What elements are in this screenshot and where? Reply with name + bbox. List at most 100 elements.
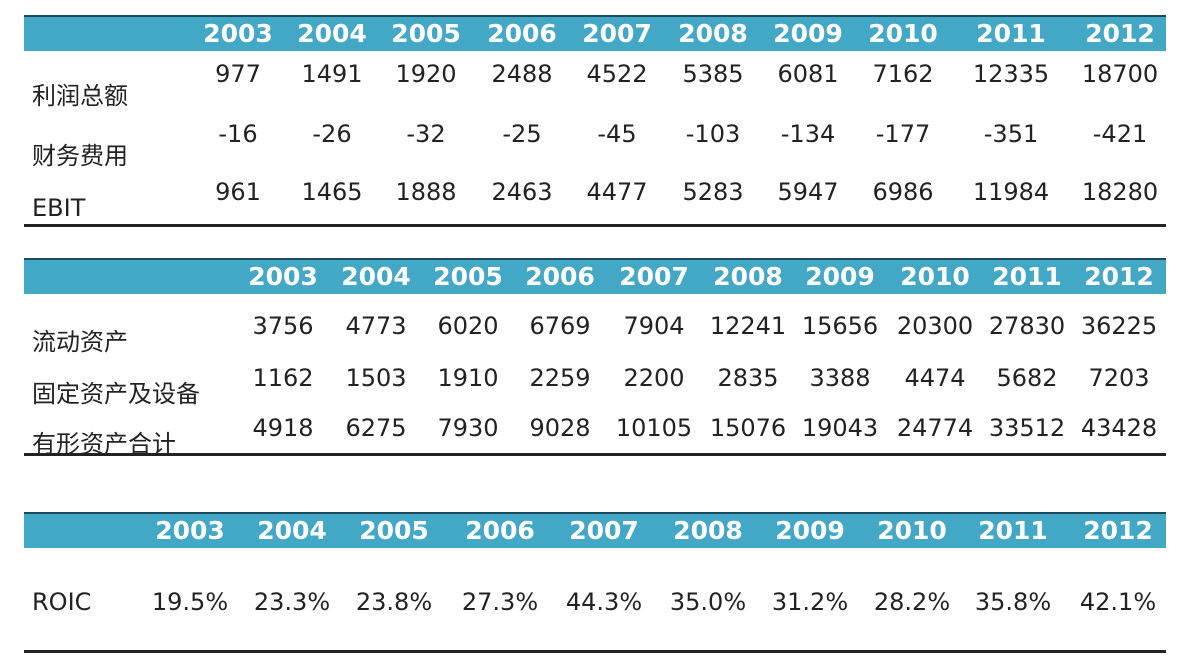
row-label: 利润总额 bbox=[32, 82, 128, 110]
year-header: 2009 bbox=[773, 19, 843, 48]
year-header: 2005 bbox=[359, 516, 429, 545]
table-cell: 6275 bbox=[345, 414, 407, 442]
table-cell: 28.2% bbox=[873, 588, 951, 616]
row-label: ROIC bbox=[32, 588, 92, 616]
table-cell: 1491 bbox=[301, 60, 363, 88]
row-label: 固定资产及设备 bbox=[32, 380, 200, 408]
table-cell: 1910 bbox=[437, 364, 499, 392]
year-header: 2005 bbox=[391, 19, 461, 48]
table-cell: 1162 bbox=[252, 364, 314, 392]
table-cell: 27.3% bbox=[461, 588, 539, 616]
year-header: 2006 bbox=[487, 19, 557, 48]
table-bottom-rule bbox=[24, 650, 1166, 653]
table-cell: 977 bbox=[215, 60, 261, 88]
table-cell: 5385 bbox=[682, 60, 744, 88]
row-label: 财务费用 bbox=[32, 142, 128, 170]
table-cell: 7930 bbox=[437, 414, 499, 442]
row-label: EBIT bbox=[32, 194, 86, 222]
year-header: 2009 bbox=[775, 516, 845, 545]
year-header: 2010 bbox=[868, 19, 938, 48]
table-cell: -134 bbox=[780, 120, 836, 148]
row-label: 流动资产 bbox=[32, 328, 128, 356]
table-cell: 10105 bbox=[615, 414, 693, 442]
table-cell: 4474 bbox=[904, 364, 966, 392]
table-cell: 2200 bbox=[623, 364, 685, 392]
table-cell: 961 bbox=[215, 178, 261, 206]
table-cell: 1920 bbox=[395, 60, 457, 88]
table-cell: 35.8% bbox=[974, 588, 1052, 616]
table-cell: 11984 bbox=[972, 178, 1050, 206]
year-header: 2012 bbox=[1084, 262, 1154, 291]
table-cell: 23.3% bbox=[253, 588, 331, 616]
table-cell: 4773 bbox=[345, 312, 407, 340]
year-header: 2004 bbox=[297, 19, 367, 48]
table-cell: 7203 bbox=[1088, 364, 1150, 392]
year-header: 2012 bbox=[1083, 516, 1153, 545]
table-cell: 4477 bbox=[586, 178, 648, 206]
table-cell: 15076 bbox=[709, 414, 787, 442]
year-header: 2008 bbox=[673, 516, 743, 545]
table-cell: 12241 bbox=[709, 312, 787, 340]
table-cell: 3756 bbox=[252, 312, 314, 340]
table-cell: 6020 bbox=[437, 312, 499, 340]
table-cell: 42.1% bbox=[1079, 588, 1157, 616]
year-header: 2008 bbox=[678, 19, 748, 48]
table-cell: 1888 bbox=[395, 178, 457, 206]
table-cell: 4522 bbox=[586, 60, 648, 88]
table-cell: -421 bbox=[1092, 120, 1148, 148]
table-cell: 27830 bbox=[988, 312, 1066, 340]
table-bottom-rule bbox=[24, 224, 1166, 227]
table-cell: 6769 bbox=[529, 312, 591, 340]
year-header: 2011 bbox=[976, 19, 1046, 48]
table-cell: 5947 bbox=[777, 178, 839, 206]
year-header: 2010 bbox=[900, 262, 970, 291]
table-cell: 6081 bbox=[777, 60, 839, 88]
table-cell: 44.3% bbox=[565, 588, 643, 616]
year-header: 2011 bbox=[992, 262, 1062, 291]
table-cell: 19.5% bbox=[151, 588, 229, 616]
year-header: 2003 bbox=[203, 19, 273, 48]
table-cell: -351 bbox=[983, 120, 1039, 148]
year-header: 2007 bbox=[582, 19, 652, 48]
table-cell: -25 bbox=[502, 120, 542, 148]
table-cell: 18700 bbox=[1081, 60, 1159, 88]
header-bar: 2003 2004 2005 2006 2007 2008 2009 2010 2011 2012 bbox=[24, 15, 1166, 51]
header-bar: 2003 2004 2005 2006 2007 2008 2009 2010 2011 2012 bbox=[24, 512, 1166, 548]
year-header: 2010 bbox=[877, 516, 947, 545]
table-cell: -32 bbox=[406, 120, 446, 148]
year-header: 2011 bbox=[978, 516, 1048, 545]
table-cell: 24774 bbox=[896, 414, 974, 442]
table-cell: 2259 bbox=[529, 364, 591, 392]
year-header: 2003 bbox=[155, 516, 225, 545]
table-cell: 5283 bbox=[682, 178, 744, 206]
table-cell: -16 bbox=[218, 120, 258, 148]
table-cell: 5682 bbox=[996, 364, 1058, 392]
table-cell: 33512 bbox=[988, 414, 1066, 442]
table-bottom-rule bbox=[24, 453, 1166, 456]
table-cell: -45 bbox=[597, 120, 637, 148]
table-cell: 2463 bbox=[491, 178, 553, 206]
table-cell: 18280 bbox=[1081, 178, 1159, 206]
table-cell: 35.0% bbox=[669, 588, 747, 616]
year-header: 2006 bbox=[525, 262, 595, 291]
table-cell: -103 bbox=[685, 120, 741, 148]
year-header: 2008 bbox=[713, 262, 783, 291]
year-header: 2003 bbox=[248, 262, 318, 291]
table-cell: 31.2% bbox=[771, 588, 849, 616]
year-header: 2004 bbox=[257, 516, 327, 545]
table-cell: 9028 bbox=[529, 414, 591, 442]
year-header: 2006 bbox=[465, 516, 535, 545]
table-cell: 2488 bbox=[491, 60, 553, 88]
table-cell: 1465 bbox=[301, 178, 363, 206]
year-header: 2004 bbox=[341, 262, 411, 291]
year-header: 2009 bbox=[805, 262, 875, 291]
table-cell: 3388 bbox=[809, 364, 871, 392]
table-cell: 20300 bbox=[896, 312, 974, 340]
table-cell: 23.8% bbox=[355, 588, 433, 616]
table-cell: 7904 bbox=[623, 312, 685, 340]
year-header: 2012 bbox=[1085, 19, 1155, 48]
table-cell: 19043 bbox=[801, 414, 879, 442]
table-cell: 1503 bbox=[345, 364, 407, 392]
table-cell: 36225 bbox=[1080, 312, 1158, 340]
table-cell: 4918 bbox=[252, 414, 314, 442]
